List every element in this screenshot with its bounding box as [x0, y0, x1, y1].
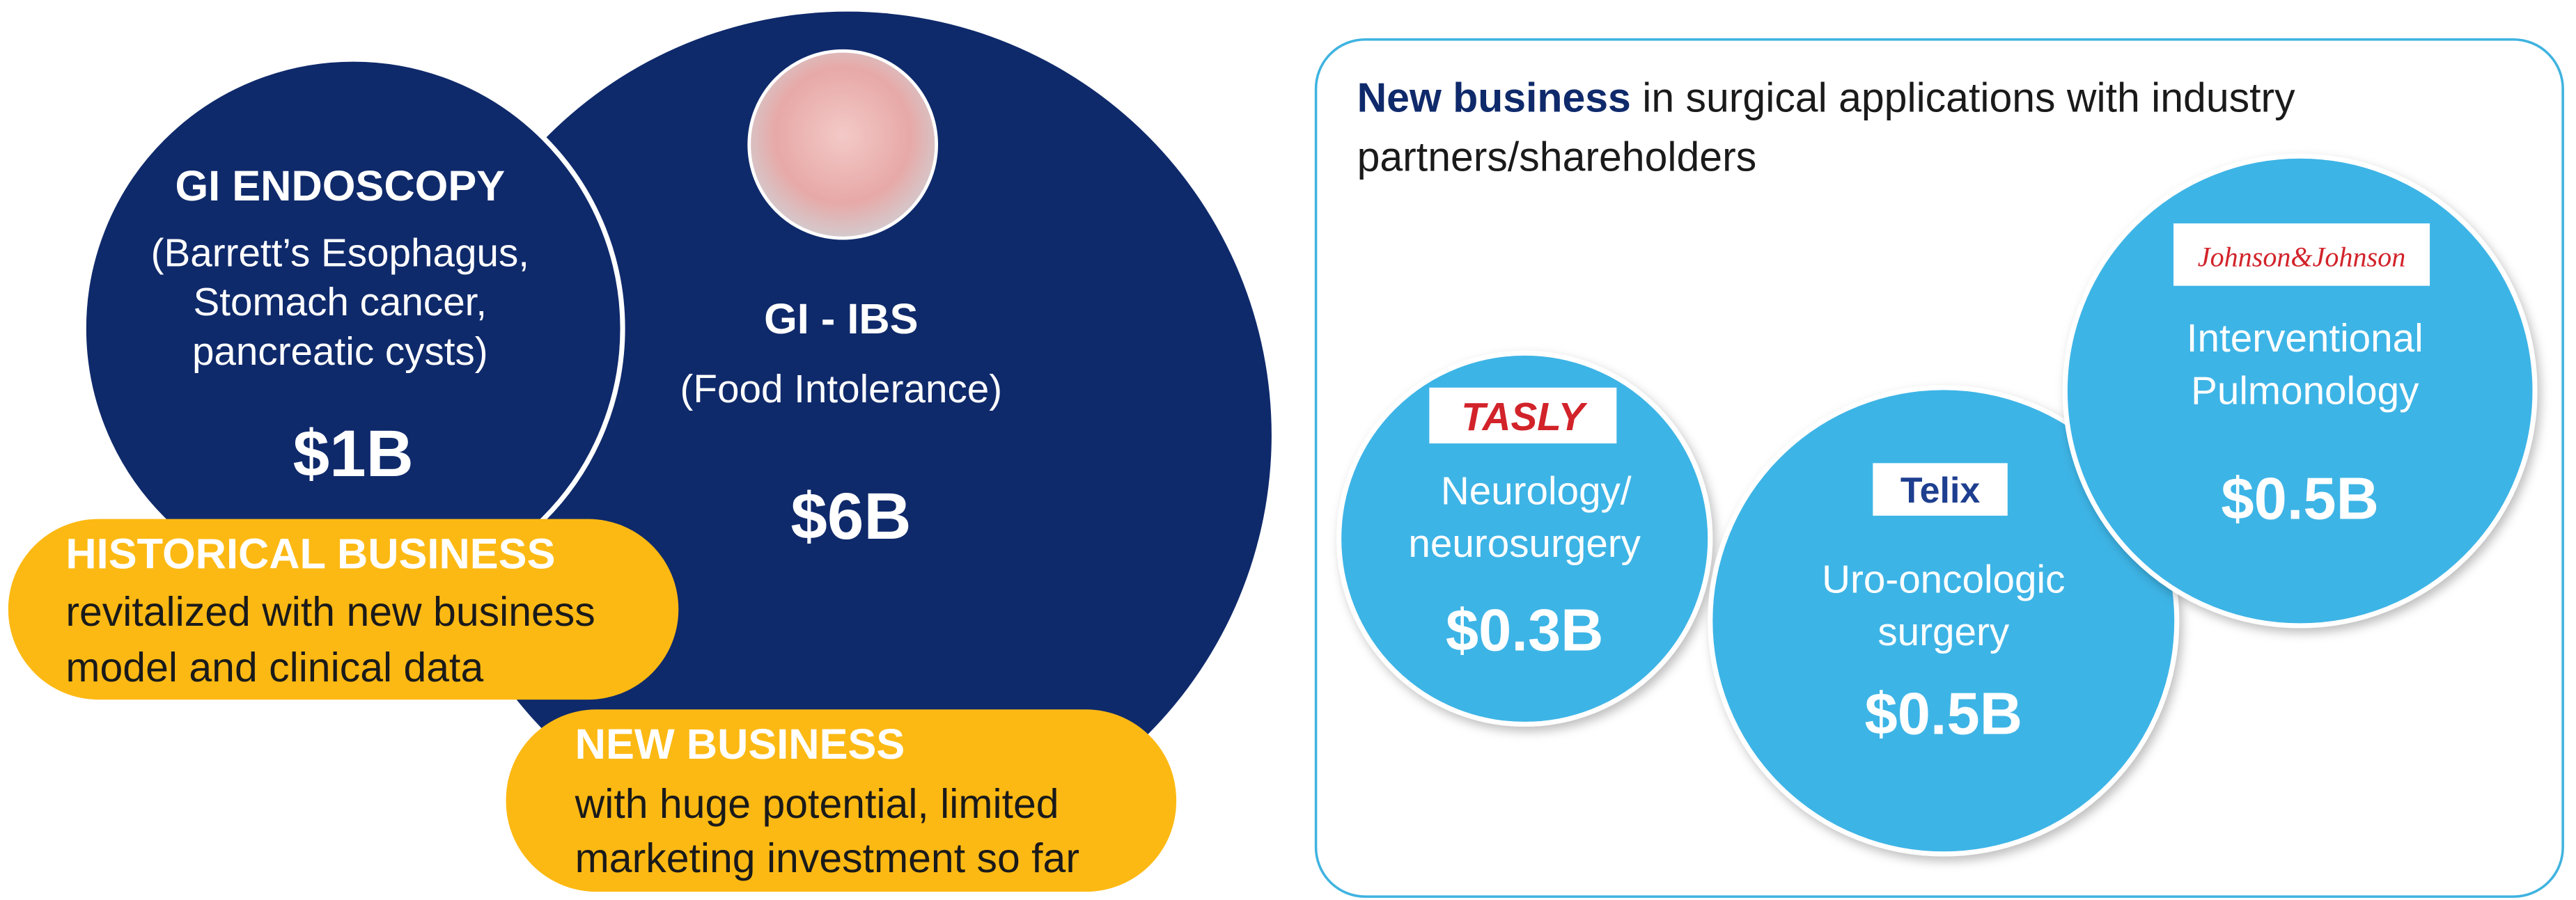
- circle-text: (Barrett’s Esophagus,: [151, 230, 529, 274]
- circle-value: $1B: [293, 417, 414, 490]
- circle-text: Pulmonology: [2191, 368, 2419, 412]
- pill-text: marketing investment so far: [575, 836, 1079, 881]
- logo: TASLY: [1461, 395, 1588, 439]
- circle-value: $0.5B: [2221, 466, 2379, 532]
- circle-title: GI - IBS: [764, 294, 918, 342]
- pill-text: with huge potential, limited: [575, 782, 1059, 827]
- pill-text: model and clinical data: [65, 645, 483, 690]
- heading-bold: New business: [1357, 76, 1631, 121]
- logo-box: [1873, 463, 2008, 516]
- circle-text: Interventional: [2187, 316, 2423, 360]
- pill: [8, 519, 679, 700]
- logo-box: [1429, 387, 1617, 444]
- pill-title: NEW BUSINESS: [575, 720, 905, 768]
- circle-value: $6B: [790, 480, 911, 553]
- circle-text: surgery: [1878, 610, 2009, 654]
- circle-text: Stomach cancer,: [194, 280, 487, 324]
- circle-text: Neurology/: [1441, 468, 1632, 512]
- circle-title: GI ENDOSCOPY: [175, 161, 505, 210]
- panel-heading: New business in surgical applications wi…: [1357, 76, 2296, 121]
- circle-value: $0.3B: [1446, 597, 1604, 663]
- logo: Johnson&Johnson: [2198, 241, 2405, 272]
- pill-title: HISTORICAL BUSINESS: [65, 529, 555, 577]
- circle-text: pancreatic cysts): [192, 329, 488, 373]
- panel-heading: partners/shareholders: [1357, 134, 1757, 180]
- heading-text: in surgical applications with industry: [1631, 76, 2295, 121]
- photo: [747, 49, 939, 240]
- pill: [506, 709, 1177, 892]
- market-circle: [1708, 385, 2180, 857]
- pill-text: revitalized with new business: [65, 590, 595, 635]
- logo-box: [2173, 223, 2430, 286]
- circle-text: (Food Intolerance): [680, 367, 1003, 411]
- circle-text: Uro-oncologic: [1822, 558, 2065, 601]
- circle-value: $0.5B: [1864, 681, 2022, 747]
- logo: Telix: [1900, 470, 1981, 510]
- market-circle: [1336, 350, 1713, 727]
- circle-text: neurosurgery: [1408, 521, 1641, 565]
